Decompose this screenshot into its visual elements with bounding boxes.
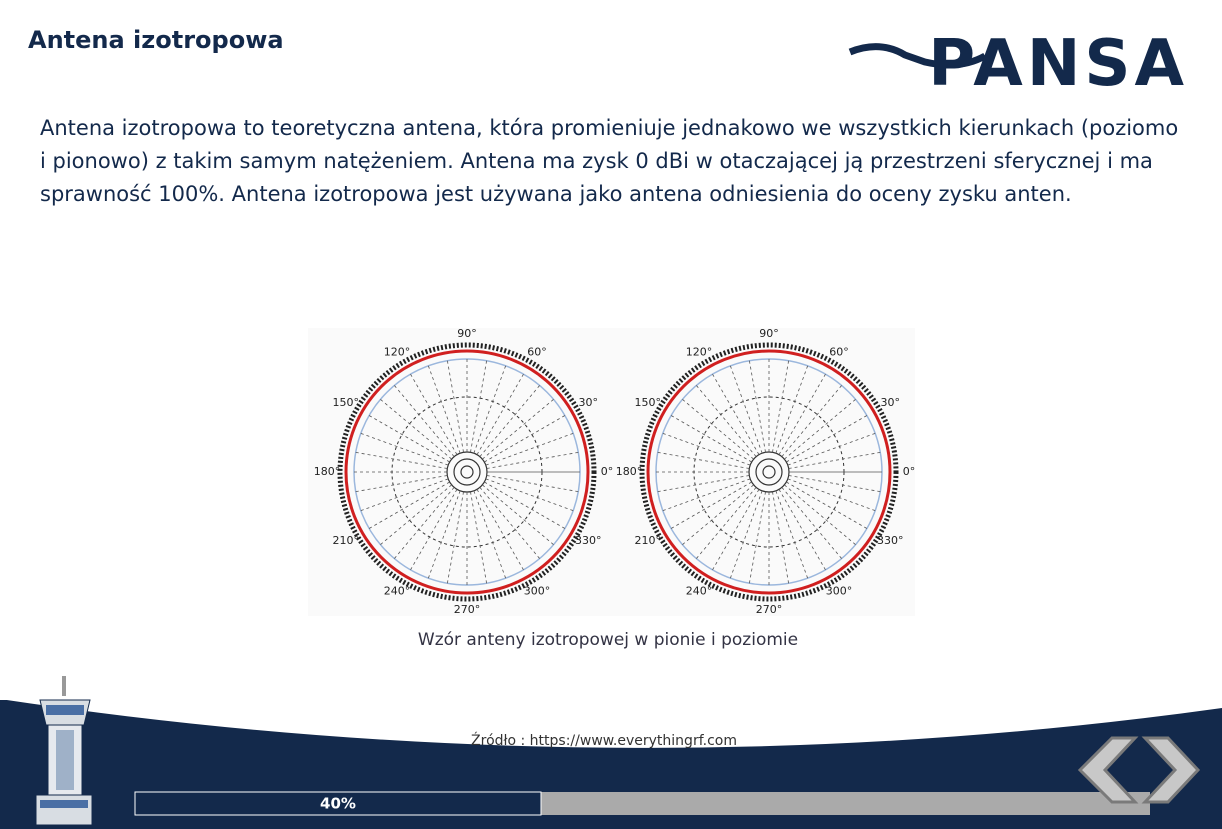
inner-ring xyxy=(755,458,783,486)
angle-label: 180° xyxy=(314,465,341,478)
angle-label: 150° xyxy=(333,396,360,409)
angle-label: 330° xyxy=(877,534,904,547)
logo: PANSA xyxy=(928,27,1188,101)
angle-label: 300° xyxy=(826,585,853,598)
angle-label: 60° xyxy=(829,345,849,358)
angle-label: 270° xyxy=(756,603,783,616)
next-button[interactable] xyxy=(1141,736,1201,804)
angle-label: 270° xyxy=(454,603,481,616)
angle-label: 60° xyxy=(527,345,547,358)
angle-label: 210° xyxy=(333,534,360,547)
progress-fill xyxy=(134,791,542,816)
angle-label: 210° xyxy=(635,534,662,547)
angle-label: 120° xyxy=(686,345,713,358)
pattern-red xyxy=(344,349,590,595)
inner-ring xyxy=(453,458,481,486)
angle-label: 90° xyxy=(457,327,477,340)
footer-curve xyxy=(0,699,1222,748)
title: Antena izotropowa xyxy=(28,26,284,54)
angle-label: 300° xyxy=(524,585,551,598)
tower-icon xyxy=(35,676,93,826)
source: Źródło : https://www.everythingrf.com xyxy=(471,731,737,749)
angle-label: 90° xyxy=(759,327,779,340)
angle-label: 120° xyxy=(384,345,411,358)
angle-label: 150° xyxy=(635,396,662,409)
progress-label: 40% xyxy=(320,795,356,813)
caption: Wzór anteny izotropowej w pionie i pozio… xyxy=(418,630,798,650)
inner-ring xyxy=(460,465,474,479)
prev-button[interactable] xyxy=(1077,736,1139,804)
angle-label: 30° xyxy=(880,396,900,409)
angle-label: 0° xyxy=(903,465,916,478)
angle-label: 240° xyxy=(384,585,411,598)
angle-label: 30° xyxy=(578,396,598,409)
angle-label: 180° xyxy=(616,465,643,478)
paragraph: Antena izotropowa to teoretyczna antena,… xyxy=(40,116,1179,206)
pattern-red xyxy=(646,349,892,595)
angle-label: 240° xyxy=(686,585,713,598)
angle-label: 0° xyxy=(601,465,614,478)
angle-label: 330° xyxy=(575,534,602,547)
tick-ring xyxy=(639,342,899,602)
logo-swoosh xyxy=(848,43,987,69)
inner-ring xyxy=(762,465,776,479)
tick-ring xyxy=(337,342,597,602)
